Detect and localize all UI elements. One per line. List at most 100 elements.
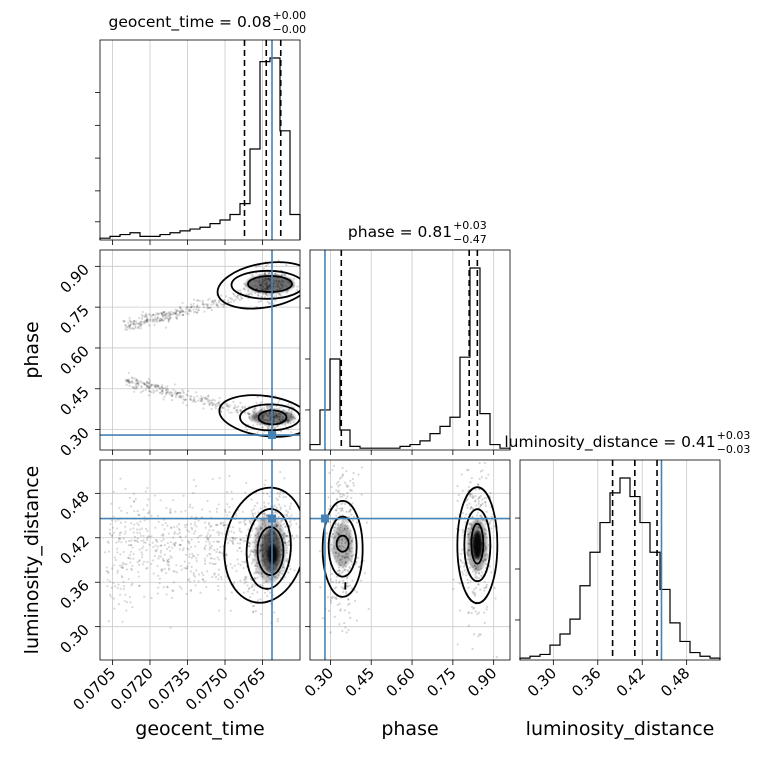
sample-point <box>200 399 203 402</box>
sample-point <box>339 509 342 512</box>
sample-point <box>340 507 344 510</box>
sample-point <box>172 499 175 502</box>
sample-point <box>264 293 268 296</box>
sample-point <box>259 408 262 412</box>
sample-point <box>468 566 472 569</box>
xtick-label-phase: 0.90 <box>464 664 500 700</box>
sample-point <box>245 534 248 537</box>
sample-point <box>251 605 255 608</box>
sample-point <box>487 473 490 476</box>
sample-point <box>151 318 154 321</box>
sample-point <box>280 430 283 433</box>
sample-point <box>140 323 143 326</box>
sample-point <box>160 312 163 316</box>
sample-point <box>476 483 480 486</box>
sample-point <box>285 535 288 538</box>
sample-point <box>477 511 480 514</box>
sample-point <box>126 379 129 382</box>
sample-point <box>189 303 193 306</box>
sample-point <box>350 559 353 563</box>
sample-point <box>171 393 174 396</box>
sample-point <box>143 595 146 598</box>
sample-point <box>274 426 277 429</box>
sample-point <box>345 577 349 580</box>
sample-point <box>348 584 351 587</box>
sample-point <box>179 536 182 539</box>
sample-point <box>257 300 260 303</box>
sample-point <box>151 384 154 387</box>
sample-point <box>231 298 234 301</box>
sample-point <box>188 542 191 545</box>
sample-point <box>252 588 256 592</box>
sample-point <box>145 386 148 390</box>
sample-point <box>180 587 183 590</box>
sample-point <box>110 535 114 538</box>
sample-point <box>210 308 213 312</box>
sample-point <box>239 579 242 582</box>
sample-point <box>149 314 152 317</box>
sample-point <box>166 524 169 527</box>
sample-point <box>156 592 159 595</box>
sample-point <box>151 559 155 562</box>
sample-point <box>192 574 195 577</box>
sample-point <box>163 311 166 314</box>
sample-point <box>352 515 356 518</box>
sample-point <box>171 589 174 592</box>
sample-point <box>242 520 246 523</box>
sample-point <box>293 421 296 424</box>
sample-point <box>222 524 225 527</box>
sample-point <box>477 572 481 575</box>
sample-point <box>225 295 228 298</box>
sample-point <box>149 318 152 321</box>
sample-point <box>249 522 252 525</box>
sample-point <box>107 541 110 544</box>
sample-point <box>145 381 148 384</box>
sample-point <box>180 510 183 513</box>
sample-point <box>346 569 349 572</box>
sample-point <box>130 522 133 525</box>
sample-point <box>252 424 255 427</box>
sample-point <box>204 526 207 529</box>
sample-point <box>285 534 288 538</box>
sample-point <box>250 519 254 522</box>
sample-point <box>350 560 353 563</box>
sample-point <box>335 489 338 492</box>
sample-point <box>222 305 225 308</box>
sample-point <box>136 522 139 525</box>
hist-luminosity-distance-grid <box>552 460 688 660</box>
sample-point <box>484 586 487 589</box>
sample-point <box>196 399 200 402</box>
sample-point <box>106 585 109 588</box>
sample-point <box>267 272 270 275</box>
sample-point <box>231 537 235 540</box>
sample-point <box>192 478 195 482</box>
sample-point <box>363 571 366 575</box>
sample-point <box>210 407 213 411</box>
sample-point <box>252 408 256 411</box>
sample-point <box>176 532 179 536</box>
sample-point <box>157 384 160 387</box>
sample-point <box>275 294 278 297</box>
sample-point <box>128 539 131 543</box>
sample-point <box>129 323 132 326</box>
sample-point <box>236 289 239 292</box>
sample-point <box>191 554 195 558</box>
sample-point <box>147 385 150 388</box>
sample-point <box>162 559 166 562</box>
sample-point <box>129 544 132 547</box>
sample-point <box>215 303 218 307</box>
sample-point <box>255 577 258 580</box>
sample-point <box>160 385 164 389</box>
sample-point <box>347 569 350 573</box>
sample-point <box>461 571 464 574</box>
sample-point <box>332 492 335 495</box>
ytick-label-luminosity-distance: 0.42 <box>56 532 92 568</box>
sample-point <box>470 506 473 509</box>
sample-point <box>142 381 145 385</box>
sample-point <box>260 295 263 298</box>
sample-point <box>130 320 133 323</box>
sample-point <box>251 550 255 553</box>
sample-point <box>190 515 193 518</box>
sample-point <box>285 514 289 518</box>
sample-point <box>233 404 236 407</box>
